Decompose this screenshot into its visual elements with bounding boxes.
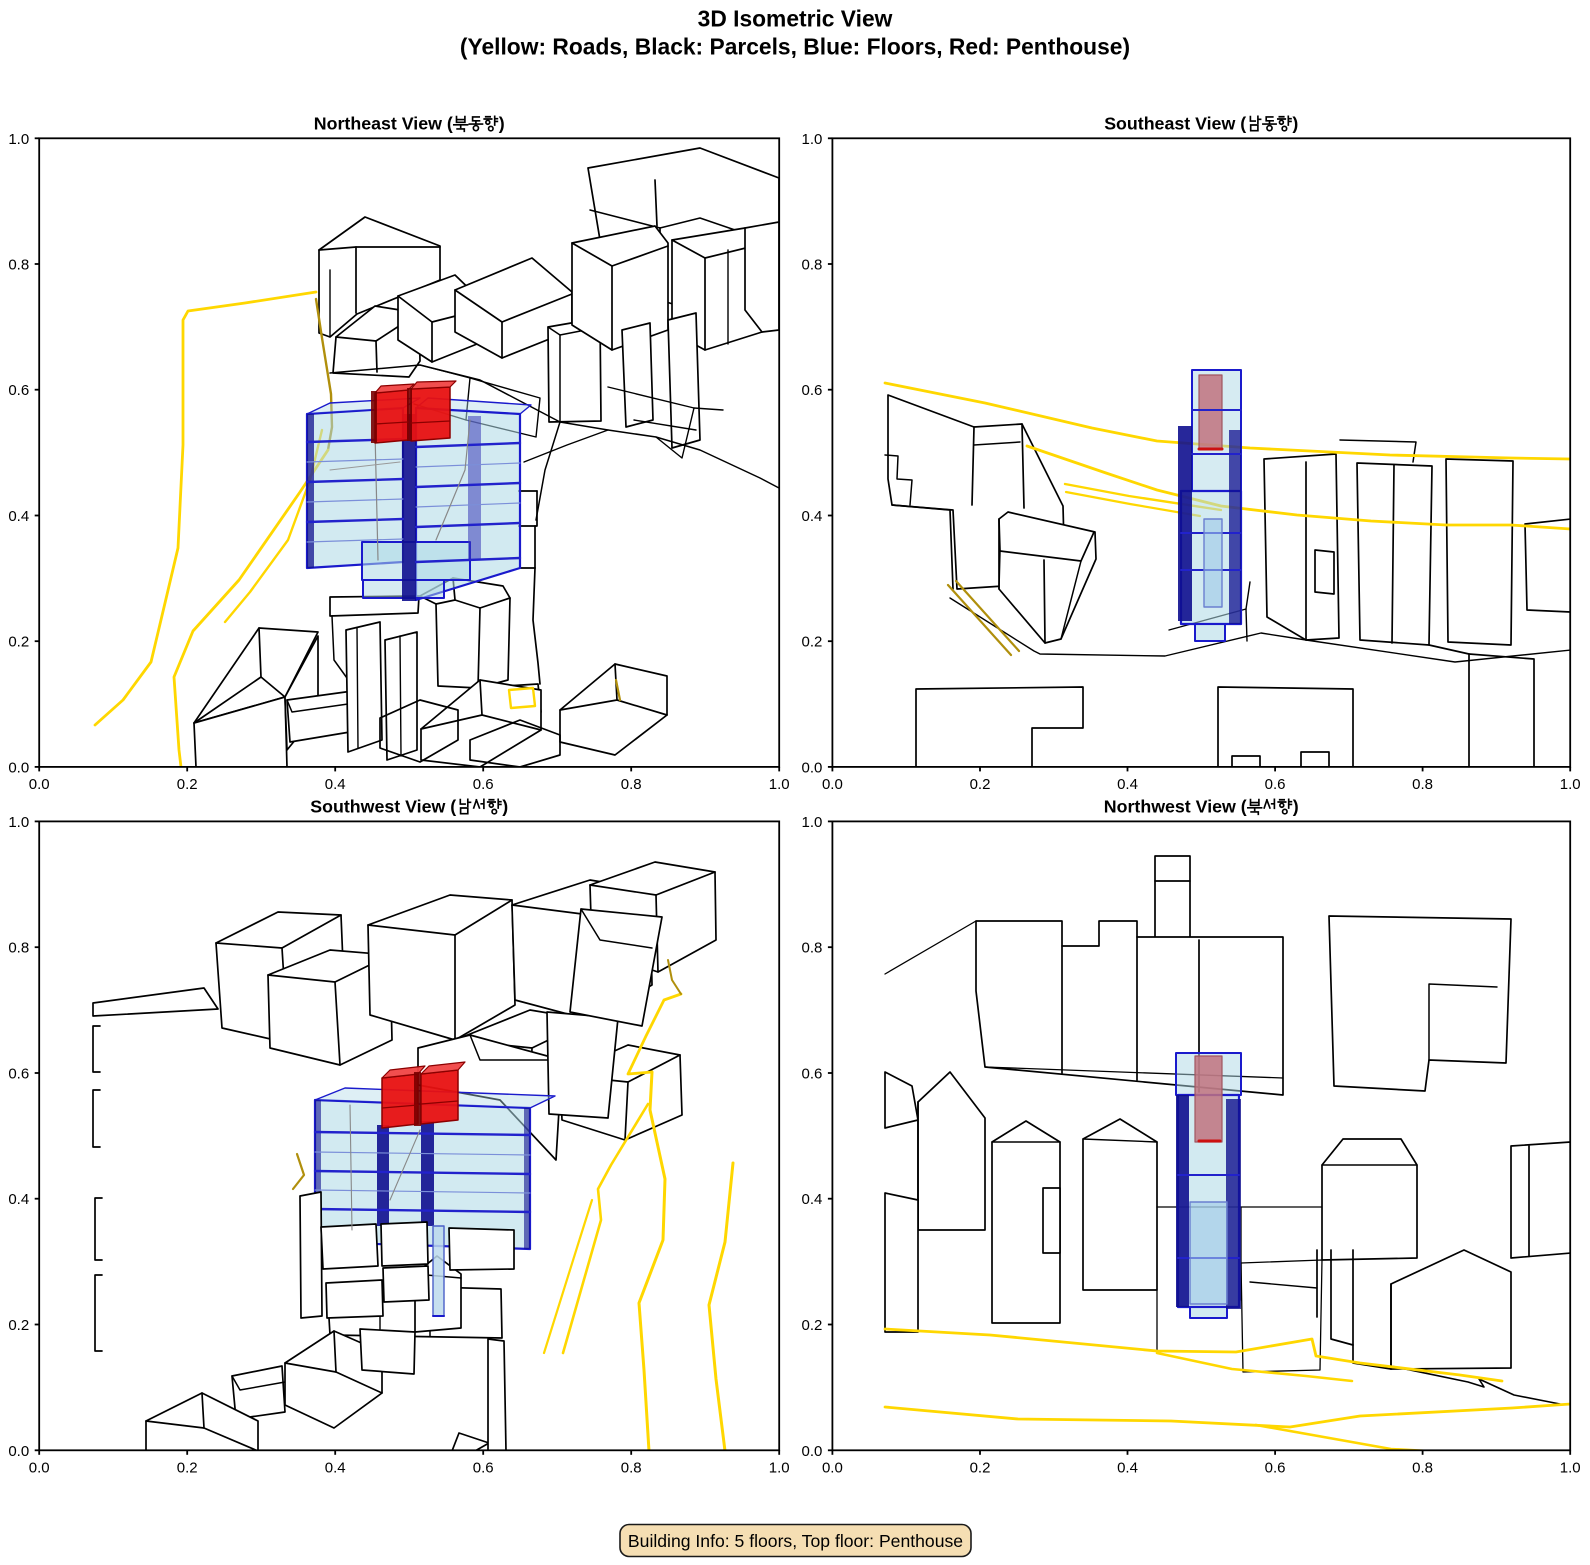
svg-text:0.0: 0.0 (29, 1459, 50, 1476)
svg-text:0.8: 0.8 (621, 776, 642, 793)
svg-text:0.4: 0.4 (325, 1459, 346, 1476)
svg-text:1.0: 1.0 (8, 131, 29, 148)
svg-text:0.4: 0.4 (8, 1191, 29, 1208)
svg-text:0.0: 0.0 (822, 1459, 843, 1476)
svg-text:0.2: 0.2 (802, 1317, 823, 1334)
svg-text:(Yellow: Roads, Black: Parcels: (Yellow: Roads, Black: Parcels, Blue: Fl… (460, 34, 1130, 60)
svg-text:1.0: 1.0 (802, 131, 823, 148)
svg-text:0.8: 0.8 (8, 940, 29, 957)
svg-text:Building Info: 5 floors, Top f: Building Info: 5 floors, Top floor: Pent… (628, 1531, 963, 1551)
svg-text:1.0: 1.0 (769, 1459, 790, 1476)
svg-text:0.2: 0.2 (8, 1317, 29, 1334)
svg-text:): ) (499, 114, 505, 134)
svg-text:1.0: 1.0 (1560, 1459, 1581, 1476)
svg-text:0.0: 0.0 (822, 776, 843, 793)
svg-text:0.0: 0.0 (29, 776, 50, 793)
svg-text:0.6: 0.6 (8, 1066, 29, 1083)
svg-text:0.2: 0.2 (970, 1459, 991, 1476)
svg-text:1.0: 1.0 (8, 814, 29, 831)
svg-text:0.6: 0.6 (802, 1066, 823, 1083)
svg-text:1.0: 1.0 (802, 814, 823, 831)
svg-text:0.2: 0.2 (177, 1459, 198, 1476)
svg-text:Southwest View (: Southwest View ( (310, 797, 456, 817)
svg-text:1.0: 1.0 (769, 776, 790, 793)
svg-text:0.8: 0.8 (802, 257, 823, 274)
svg-text:0.0: 0.0 (802, 1443, 823, 1460)
svg-text:0.6: 0.6 (8, 382, 29, 399)
svg-text:0.8: 0.8 (1412, 1459, 1433, 1476)
svg-text:0.6: 0.6 (473, 776, 494, 793)
svg-text:0.8: 0.8 (802, 940, 823, 957)
svg-text:0.6: 0.6 (473, 1459, 494, 1476)
svg-text:): ) (1293, 797, 1299, 817)
svg-text:): ) (1292, 114, 1298, 134)
svg-text:0.0: 0.0 (802, 759, 823, 776)
svg-text:0.0: 0.0 (8, 759, 29, 776)
svg-text:0.8: 0.8 (8, 257, 29, 274)
svg-text:1.0: 1.0 (1560, 776, 1581, 793)
svg-text:Northeast View (: Northeast View ( (314, 114, 453, 134)
svg-text:0.6: 0.6 (1265, 1459, 1286, 1476)
svg-text:3D Isometric View: 3D Isometric View (698, 6, 893, 32)
svg-text:0.2: 0.2 (970, 776, 991, 793)
svg-text:Southeast View (: Southeast View ( (1104, 114, 1246, 134)
svg-text:0.4: 0.4 (8, 508, 29, 525)
svg-text:0.4: 0.4 (325, 776, 346, 793)
svg-text:0.2: 0.2 (177, 776, 198, 793)
svg-text:0.8: 0.8 (621, 1459, 642, 1476)
svg-text:0.2: 0.2 (802, 634, 823, 651)
svg-text:0.4: 0.4 (1117, 1459, 1138, 1476)
svg-text:Northwest View (: Northwest View ( (1104, 797, 1247, 817)
svg-text:0.6: 0.6 (1265, 776, 1286, 793)
svg-text:0.0: 0.0 (8, 1443, 29, 1460)
svg-text:0.6: 0.6 (802, 382, 823, 399)
svg-text:0.8: 0.8 (1412, 776, 1433, 793)
svg-text:0.2: 0.2 (8, 634, 29, 651)
svg-text:0.4: 0.4 (802, 1191, 823, 1208)
svg-text:0.4: 0.4 (802, 508, 823, 525)
svg-text:): ) (502, 797, 508, 817)
svg-text:0.4: 0.4 (1117, 776, 1138, 793)
